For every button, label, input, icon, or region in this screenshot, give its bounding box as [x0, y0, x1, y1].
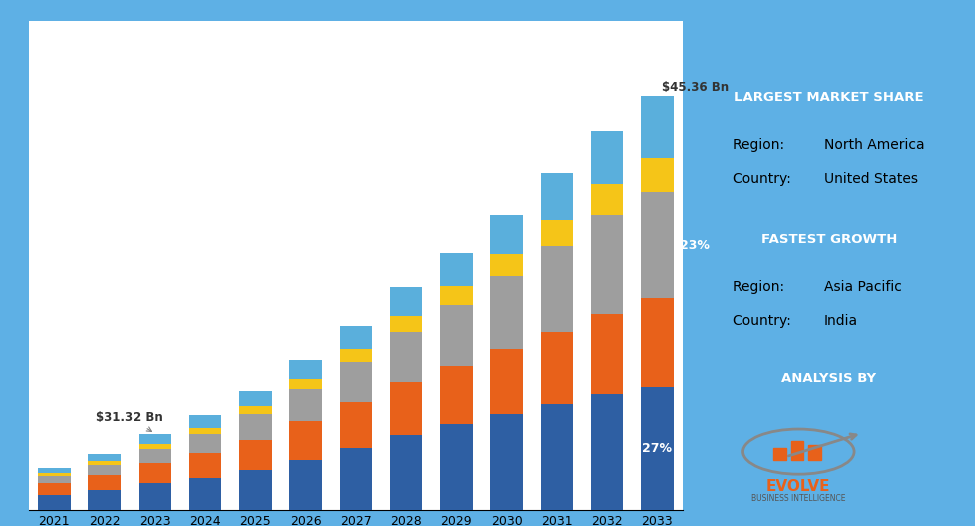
Bar [390, 434, 422, 510]
Bar [440, 424, 473, 510]
Text: FASTEST GROWTH: FASTEST GROWTH [760, 233, 897, 246]
Bar [490, 349, 523, 414]
Text: 23%: 23% [680, 239, 710, 252]
Bar [239, 391, 272, 406]
Text: EVOLVE: EVOLVE [766, 479, 831, 494]
Bar [339, 349, 372, 362]
Bar [189, 453, 221, 478]
Bar [38, 483, 71, 495]
Bar [390, 316, 422, 332]
Text: ANALYSIS BY: ANALYSIS BY [781, 372, 877, 385]
Bar [290, 360, 322, 379]
Bar [591, 394, 623, 510]
Bar [591, 185, 623, 215]
Text: 27%: 27% [643, 442, 673, 455]
Bar [591, 215, 623, 313]
Bar [791, 441, 803, 460]
Bar [440, 286, 473, 306]
Bar [89, 461, 121, 465]
Bar [239, 440, 272, 470]
Bar [390, 287, 422, 316]
Bar [540, 246, 573, 332]
Text: LARGEST MARKET SHARE: LARGEST MARKET SHARE [734, 91, 923, 104]
Bar [490, 254, 523, 276]
Bar [641, 158, 674, 193]
Bar [540, 404, 573, 510]
Bar [89, 475, 121, 490]
Bar [290, 460, 322, 510]
Text: India: India [824, 313, 858, 328]
Bar [138, 449, 172, 463]
Text: BUSINESS INTELLIGENCE: BUSINESS INTELLIGENCE [751, 494, 845, 503]
Bar [339, 362, 372, 402]
Bar [540, 174, 573, 220]
Bar [641, 193, 674, 298]
Text: $31.32 Bn: $31.32 Bn [97, 411, 163, 431]
Bar [189, 416, 221, 428]
Text: MICROGRID MARKET REGIONAL ANALYSIS: MICROGRID MARKET REGIONAL ANALYSIS [178, 28, 533, 43]
Bar [440, 366, 473, 424]
Bar [591, 131, 623, 185]
Bar [591, 313, 623, 394]
Bar [189, 478, 221, 510]
Bar [189, 433, 221, 453]
Bar [138, 443, 172, 449]
Bar [490, 414, 523, 510]
Bar [440, 253, 473, 286]
Bar [490, 276, 523, 349]
Bar [641, 96, 674, 158]
Text: $45.36 Bn: $45.36 Bn [662, 80, 729, 94]
Bar [89, 454, 121, 461]
Text: Country:: Country: [732, 313, 792, 328]
Bar [138, 433, 172, 443]
Bar [440, 306, 473, 366]
Bar [239, 414, 272, 440]
Bar [189, 428, 221, 433]
Text: Asia Pacific: Asia Pacific [824, 280, 902, 294]
Bar [641, 387, 674, 510]
Bar [138, 483, 172, 510]
Bar [138, 463, 172, 483]
Bar [290, 379, 322, 389]
Bar [38, 468, 71, 473]
Bar [239, 470, 272, 510]
Bar [38, 495, 71, 510]
Text: North America: North America [824, 138, 924, 152]
Bar [339, 402, 372, 448]
Bar [290, 389, 322, 421]
Bar [641, 298, 674, 387]
Bar [808, 446, 821, 460]
Bar [38, 476, 71, 483]
Bar [239, 406, 272, 414]
Text: United States: United States [824, 171, 917, 186]
Bar [339, 326, 372, 349]
Bar [38, 473, 71, 476]
Bar [540, 332, 573, 404]
Bar [540, 220, 573, 246]
Bar [773, 448, 786, 460]
Bar [290, 421, 322, 460]
Bar [390, 382, 422, 434]
Bar [339, 448, 372, 510]
Bar [390, 332, 422, 382]
Bar [89, 465, 121, 475]
Bar [490, 215, 523, 254]
Text: Region:: Region: [732, 280, 785, 294]
Bar [89, 490, 121, 510]
Text: Country:: Country: [732, 171, 792, 186]
Text: Region:: Region: [732, 138, 785, 152]
